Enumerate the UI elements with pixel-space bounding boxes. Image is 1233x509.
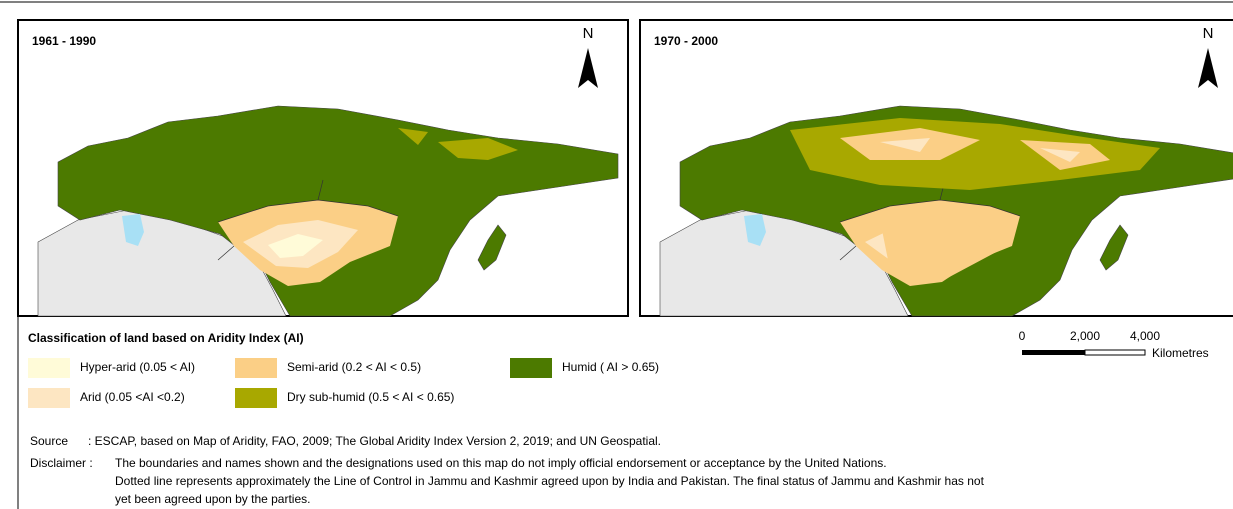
legend-label: Semi-arid (0.2 < AI < 0.5): [287, 360, 421, 374]
legend-swatch: [235, 388, 277, 408]
source-text: : ESCAP, based on Map of Aridity, FAO, 2…: [88, 434, 661, 448]
legend-label: Arid (0.05 <AI <0.2): [80, 390, 185, 404]
legend: Hyper-arid (0.05 < AI) Arid (0.05 <AI <0.…: [28, 358, 659, 408]
legend-swatch: [235, 358, 277, 378]
semi-arid-area: [840, 128, 1110, 282]
legend-label: Dry sub-humid (0.5 < AI < 0.65): [287, 390, 454, 404]
scale-bar: [1084, 349, 1146, 356]
legend-swatch: [28, 358, 70, 378]
scale-label: 4,000: [1130, 329, 1160, 343]
panel-title: 1970 - 2000: [654, 34, 718, 48]
north-arrow: [578, 48, 598, 88]
legend-label: Hyper-arid (0.05 < AI): [80, 360, 195, 374]
panel-title: 1961 - 1990: [32, 34, 96, 48]
legend-label: Humid ( AI > 0.65): [562, 360, 659, 374]
disclaimer-line: The boundaries and names shown and the d…: [115, 456, 887, 470]
map-panel: 1961 - 1990 N: [17, 19, 629, 317]
legend-swatch: [510, 358, 552, 378]
scale-label: 0: [1019, 329, 1026, 343]
scale-unit: Kilometres: [1152, 346, 1209, 360]
dry-subhumid-area: [398, 128, 518, 160]
map-panel: 1970 - 2000 N: [639, 19, 1233, 317]
legend-swatch: [28, 388, 70, 408]
north-arrow: [1198, 48, 1218, 88]
disclaimer-line: Dotted line represents approximately the…: [115, 474, 985, 488]
legend-title: Classification of land based on Aridity …: [28, 331, 304, 345]
scale-label: 2,000: [1070, 329, 1100, 343]
source-label: Source: [30, 434, 68, 448]
disclaimer-label: Disclaimer :: [30, 456, 93, 470]
scale-bar: [1022, 350, 1085, 355]
north-label: N: [1203, 25, 1214, 42]
disclaimer-line: yet been agreed upon by the parties.: [115, 492, 310, 506]
north-label: N: [583, 25, 594, 42]
